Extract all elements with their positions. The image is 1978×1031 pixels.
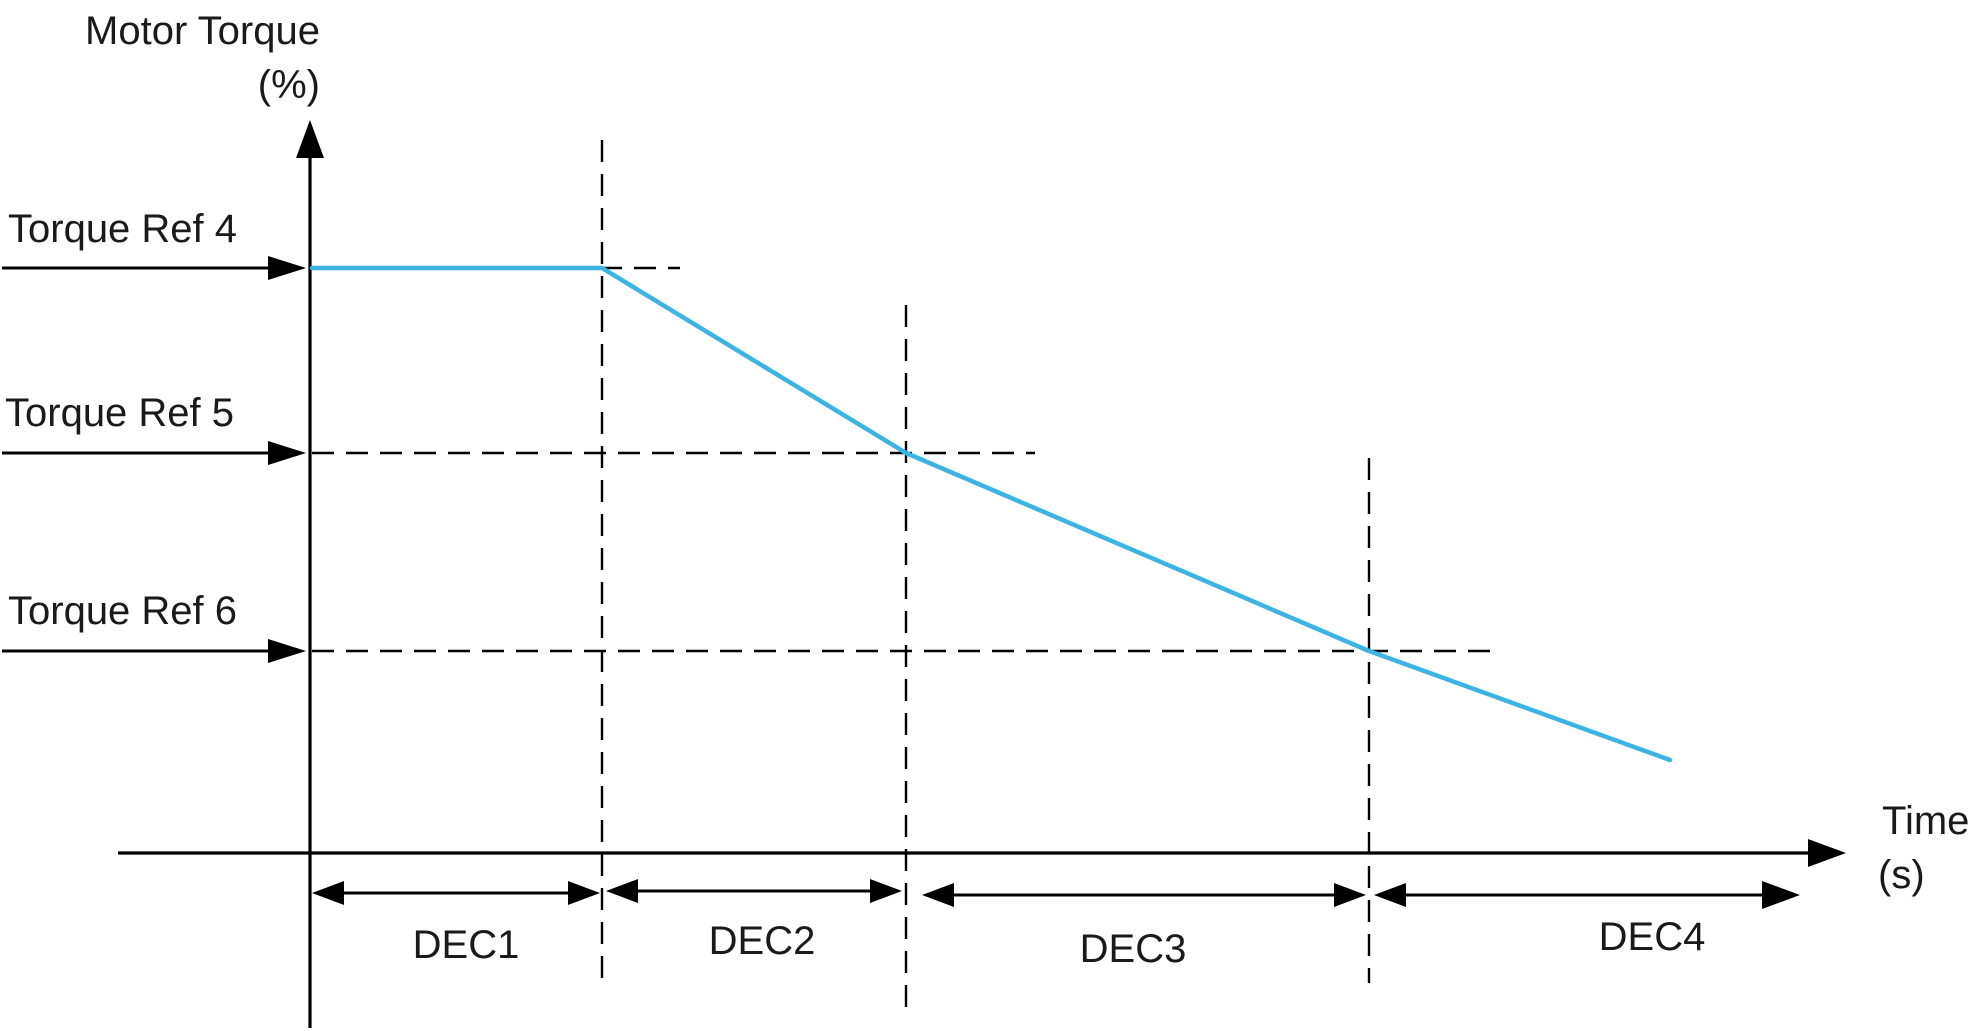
y-axis-label-line1: Motor Torque	[85, 9, 320, 53]
torque-ref-6-indicator: Torque Ref 6	[2, 589, 306, 663]
torque-ref-5-indicator: Torque Ref 5	[2, 391, 306, 465]
x-axis-label-line2: (s)	[1878, 853, 1925, 897]
torque-ref-4-label: Torque Ref 4	[8, 207, 237, 251]
dec2-label: DEC2	[709, 919, 816, 963]
dec4-label: DEC4	[1599, 915, 1706, 959]
dec1-label: DEC1	[413, 923, 520, 967]
dec4-span-arrow	[1374, 881, 1800, 909]
x-axis-label-line1: Time	[1882, 799, 1969, 843]
y-axis	[296, 120, 324, 1028]
dec1-span-arrow	[312, 881, 600, 905]
y-axis-label-line2: (%)	[258, 63, 320, 107]
motor-torque-curve	[309, 265, 1673, 763]
x-axis	[118, 839, 1846, 867]
dec3-span-arrow	[922, 883, 1366, 907]
dec2-span-arrow	[606, 879, 902, 903]
torque-ref-4-indicator: Torque Ref 4	[2, 207, 306, 280]
dec3-label: DEC3	[1080, 927, 1187, 971]
torque-ref-6-label: Torque Ref 6	[8, 589, 237, 633]
torque-ref-5-label: Torque Ref 5	[5, 391, 234, 435]
